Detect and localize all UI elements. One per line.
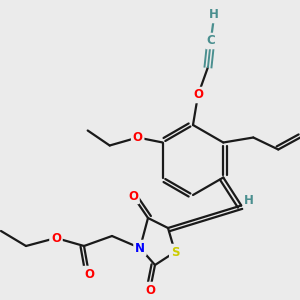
Text: N: N xyxy=(135,242,145,254)
Text: O: O xyxy=(51,232,61,244)
Text: H: H xyxy=(209,8,219,22)
Text: O: O xyxy=(193,88,203,101)
Text: O: O xyxy=(133,131,143,144)
Text: H: H xyxy=(244,194,254,207)
Text: O: O xyxy=(84,268,94,281)
Text: S: S xyxy=(171,245,179,259)
Text: O: O xyxy=(145,284,155,296)
Text: O: O xyxy=(128,190,138,202)
Text: C: C xyxy=(207,34,215,47)
